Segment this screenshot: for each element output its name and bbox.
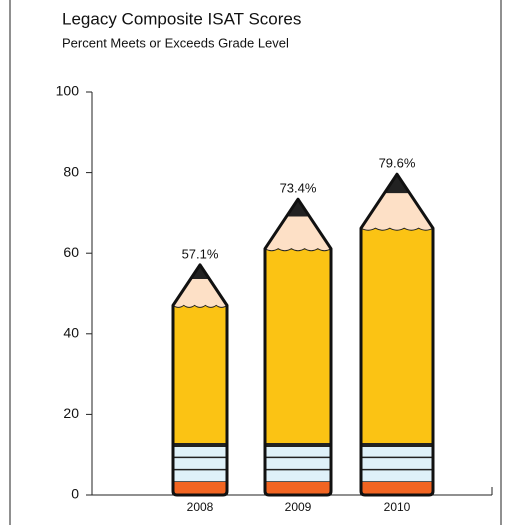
pencil-lead bbox=[384, 174, 409, 193]
value-label: 57.1% bbox=[182, 246, 219, 261]
pencil-body bbox=[361, 228, 433, 445]
pencil-body bbox=[265, 249, 331, 445]
pencil-body bbox=[173, 305, 227, 445]
pencil-ferrule bbox=[361, 445, 433, 482]
x-tick-label: 2008 bbox=[187, 500, 214, 514]
y-tick-label: 40 bbox=[63, 325, 79, 341]
chart: Legacy Composite ISAT Scores Percent Mee… bbox=[0, 0, 512, 525]
value-label: 73.4% bbox=[280, 181, 317, 196]
chart-title: Legacy Composite ISAT Scores bbox=[62, 9, 301, 28]
pencil-ferrule bbox=[173, 445, 227, 482]
y-tick-label: 100 bbox=[56, 83, 80, 99]
pencil-eraser bbox=[173, 482, 227, 495]
pencil-eraser bbox=[361, 482, 433, 495]
x-tick-label: 2009 bbox=[285, 500, 312, 514]
pencil-eraser bbox=[265, 482, 331, 495]
y-tick-label: 20 bbox=[63, 405, 79, 421]
y-tick-label: 0 bbox=[71, 486, 79, 502]
y-tick-label: 60 bbox=[63, 244, 79, 260]
chart-subtitle: Percent Meets or Exceeds Grade Level bbox=[62, 35, 289, 50]
y-tick-label: 80 bbox=[63, 163, 79, 179]
value-label: 79.6% bbox=[379, 156, 416, 171]
x-tick-label: 2010 bbox=[384, 500, 411, 514]
pencil-ferrule bbox=[265, 445, 331, 482]
